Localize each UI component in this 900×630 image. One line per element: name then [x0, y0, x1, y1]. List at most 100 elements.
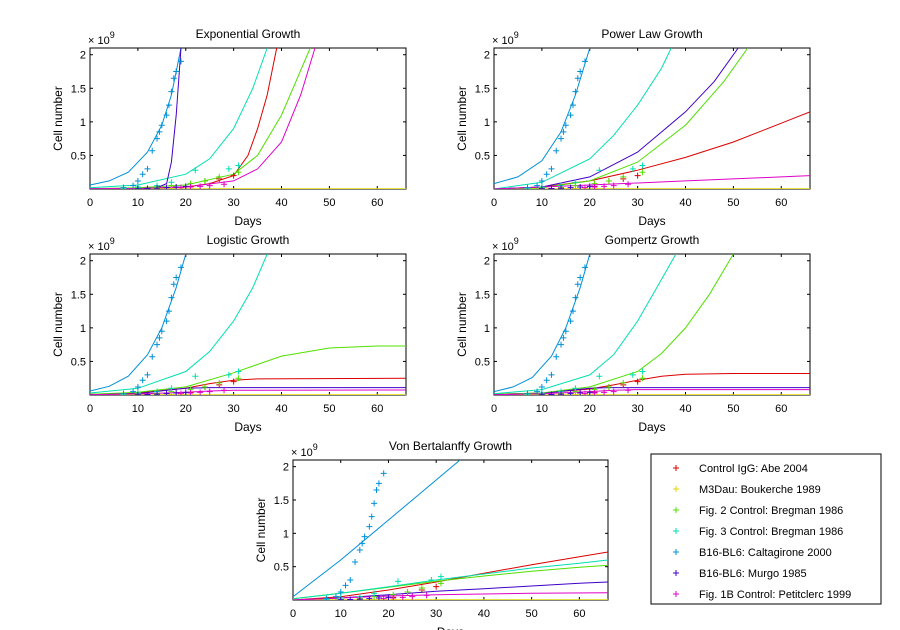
data-point — [144, 371, 151, 378]
data-point — [534, 388, 541, 395]
data-point — [139, 171, 146, 178]
panel-4: 0 10 20 30 40 50 60 0.5 1 1.5 2× 109 Von Bertalanff… — [254, 439, 609, 630]
y-exponent-times: × 10 — [88, 241, 110, 253]
fit-line — [90, 48, 311, 189]
data-point — [567, 318, 574, 325]
data-point — [163, 112, 170, 119]
data-point — [572, 179, 579, 186]
data-point — [380, 595, 387, 600]
legend-marker — [673, 528, 679, 534]
data-point — [352, 559, 359, 565]
data-point — [570, 308, 576, 315]
y-tick-label: 0.5 — [71, 356, 86, 368]
data-point — [558, 135, 565, 142]
data-point — [187, 389, 194, 395]
data-point — [168, 179, 175, 186]
data-point — [225, 165, 232, 172]
data-point — [173, 274, 180, 281]
fit-line — [494, 254, 591, 393]
x-tick-label: 30 — [228, 197, 240, 209]
data-point — [206, 388, 213, 395]
data-point — [577, 68, 584, 75]
data-point — [197, 389, 204, 395]
data-point — [134, 391, 141, 395]
data-point — [586, 183, 593, 189]
data-point — [361, 533, 368, 540]
data-point — [173, 68, 180, 75]
data-point — [620, 379, 627, 386]
data-point — [158, 122, 165, 129]
y-tick-label: 1.5 — [274, 495, 289, 507]
data-point — [543, 377, 550, 384]
data-point — [548, 165, 555, 172]
x-tick-label: 50 — [323, 403, 335, 415]
data-point — [177, 390, 184, 395]
data-point — [177, 58, 184, 65]
data-point — [166, 102, 172, 109]
fit-line — [293, 460, 461, 598]
y-tick-label: 2 — [80, 256, 86, 268]
data-point — [149, 147, 156, 154]
data-point — [375, 480, 382, 487]
x-tick-label: 10 — [335, 608, 347, 620]
panel-2: 0 10 20 30 40 50 60 0.5 1 1.5 2× 109 Logistic Growt… — [51, 233, 407, 434]
data-point — [538, 391, 545, 395]
data-point — [235, 375, 242, 382]
chart-title: Logistic Growth — [207, 233, 290, 247]
panel-1: 0 10 20 30 40 50 60 0.5 1 1.5 2× 109 Power Law Grow… — [455, 27, 811, 228]
fit-line — [90, 48, 182, 186]
data-point — [567, 390, 574, 395]
data-point — [230, 378, 237, 385]
data-point — [337, 589, 344, 595]
y-exponent-value: 9 — [110, 236, 115, 246]
x-tick-label: 0 — [87, 403, 93, 415]
x-tick-label: 10 — [132, 197, 144, 209]
y-tick-label: 1.5 — [475, 289, 490, 301]
data-point — [168, 88, 175, 95]
series-layer — [494, 254, 810, 395]
data-point — [139, 377, 146, 384]
data-point — [342, 582, 349, 589]
data-point — [639, 375, 646, 382]
data-point — [356, 596, 363, 600]
legend-marker — [673, 570, 679, 576]
x-tick-label: 60 — [775, 197, 787, 209]
data-point — [134, 177, 141, 184]
data-point — [543, 171, 550, 178]
x-tick-label: 60 — [371, 197, 383, 209]
series-layer — [293, 460, 608, 600]
x-tick-label: 50 — [727, 403, 739, 415]
data-point — [574, 75, 581, 82]
fit-line — [90, 345, 406, 395]
data-point — [562, 122, 569, 129]
data-point — [534, 182, 541, 189]
data-point — [144, 185, 151, 189]
chart-title: Gompertz Growth — [605, 233, 700, 247]
data-point — [601, 389, 608, 395]
data-point — [371, 590, 378, 597]
data-point — [163, 390, 170, 395]
y-tick-label: 0.5 — [274, 562, 289, 574]
data-point — [154, 135, 161, 142]
plot-area — [89, 253, 407, 396]
data-point — [154, 391, 161, 395]
data-point — [371, 500, 378, 507]
data-point — [586, 389, 593, 395]
x-tick-label: 30 — [228, 403, 240, 415]
panel-3: 0 10 20 30 40 50 60 0.5 1 1.5 2× 109 Gompertz Growt… — [455, 233, 811, 434]
fit-line — [494, 254, 734, 395]
plot-area — [493, 253, 811, 396]
data-point — [562, 328, 569, 335]
data-point — [581, 264, 588, 271]
x-tick-label: 60 — [371, 403, 383, 415]
data-point — [390, 595, 397, 600]
data-point — [437, 573, 444, 580]
y-exponent-value: 9 — [514, 236, 519, 246]
data-point — [591, 183, 598, 189]
fit-line — [494, 111, 810, 189]
y-tick-label: 1.5 — [71, 83, 86, 95]
data-point — [156, 334, 163, 341]
data-point — [170, 75, 177, 82]
x-tick-label: 20 — [180, 403, 192, 415]
chart-title: Von Bertalanffy Growth — [389, 439, 512, 453]
